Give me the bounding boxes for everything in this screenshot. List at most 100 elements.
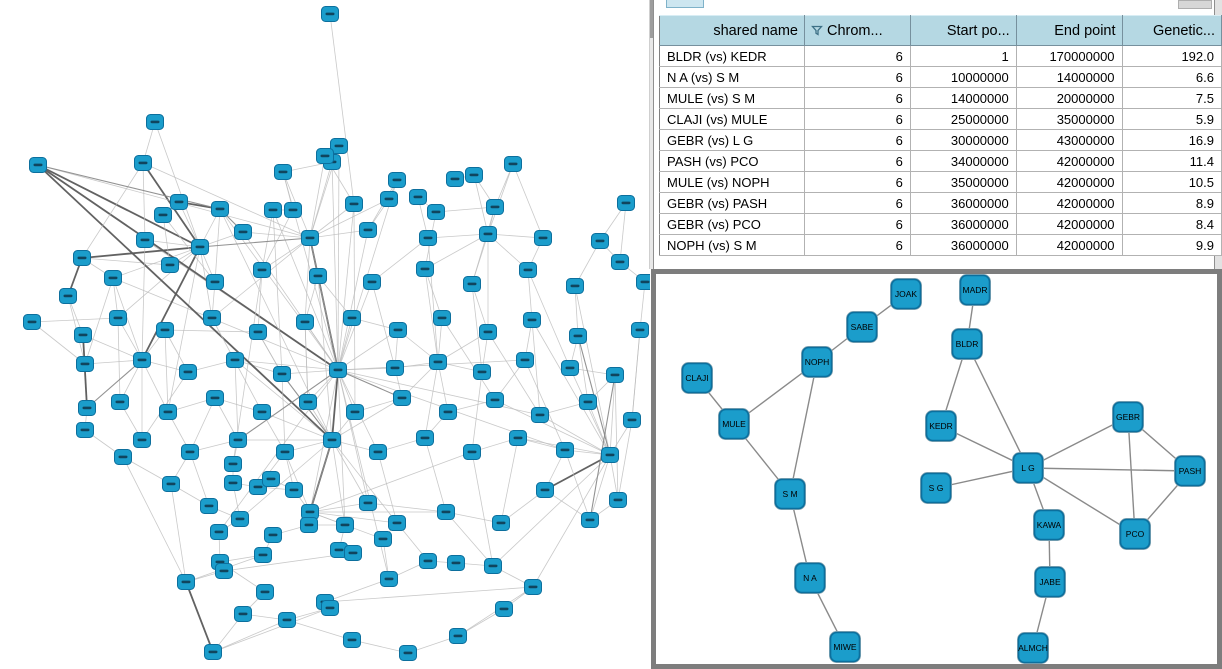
network-node[interactable] bbox=[76, 356, 94, 372]
network-node-kedr[interactable]: KEDR bbox=[925, 410, 957, 442]
network-node[interactable] bbox=[479, 226, 497, 242]
network-node[interactable] bbox=[343, 632, 361, 648]
network-node[interactable] bbox=[447, 555, 465, 571]
network-node[interactable] bbox=[154, 207, 172, 223]
network-node[interactable] bbox=[369, 444, 387, 460]
network-node[interactable] bbox=[363, 274, 381, 290]
network-node[interactable] bbox=[416, 261, 434, 277]
table-cell[interactable]: 11.4 bbox=[1122, 150, 1222, 172]
network-node-bldr[interactable]: BLDR bbox=[951, 328, 983, 360]
table-cell[interactable]: 36000000 bbox=[910, 192, 1017, 214]
table-cell[interactable]: 14000000 bbox=[1016, 66, 1123, 88]
network-node[interactable] bbox=[262, 471, 280, 487]
network-node[interactable] bbox=[486, 392, 504, 408]
network-node[interactable] bbox=[264, 527, 282, 543]
table-cell[interactable]: PASH (vs) PCO bbox=[659, 150, 805, 172]
table-cell[interactable]: 6 bbox=[804, 171, 911, 193]
table-cell[interactable]: 10000000 bbox=[910, 66, 1017, 88]
network-node[interactable] bbox=[492, 515, 510, 531]
table-cell[interactable]: 42000000 bbox=[1016, 150, 1123, 172]
network-node-madr[interactable]: MADR bbox=[959, 274, 991, 306]
network-node[interactable] bbox=[234, 224, 252, 240]
network-node[interactable] bbox=[419, 230, 437, 246]
network-node[interactable] bbox=[374, 531, 392, 547]
network-node[interactable] bbox=[109, 310, 127, 326]
network-node[interactable] bbox=[473, 364, 491, 380]
network-node-l-g[interactable]: L G bbox=[1012, 452, 1044, 484]
network-node[interactable] bbox=[59, 288, 77, 304]
network-node[interactable] bbox=[300, 517, 318, 533]
network-node-almch[interactable]: ALMCH bbox=[1017, 632, 1049, 664]
table-cell[interactable]: 8.9 bbox=[1122, 192, 1222, 214]
network-node[interactable] bbox=[323, 432, 341, 448]
table-cell[interactable]: GEBR (vs) L G bbox=[659, 129, 805, 151]
scrollbar-thumb[interactable] bbox=[650, 0, 654, 38]
network-node[interactable] bbox=[534, 230, 552, 246]
network-node[interactable] bbox=[536, 482, 554, 498]
network-node[interactable] bbox=[73, 250, 91, 266]
table-cell[interactable]: 6 bbox=[804, 234, 911, 256]
network-node[interactable] bbox=[181, 444, 199, 460]
network-node[interactable] bbox=[484, 558, 502, 574]
network-node[interactable] bbox=[249, 324, 267, 340]
network-node[interactable] bbox=[170, 194, 188, 210]
network-node[interactable] bbox=[465, 167, 483, 183]
network-node[interactable] bbox=[133, 352, 151, 368]
table-cell[interactable]: N A (vs) S M bbox=[659, 66, 805, 88]
table-row[interactable]: PASH (vs) PCO 6 34000000 42000000 11.4 bbox=[659, 150, 1222, 172]
network-node[interactable] bbox=[380, 571, 398, 587]
network-node[interactable] bbox=[285, 482, 303, 498]
panel-tab[interactable] bbox=[666, 0, 704, 8]
network-node-pco[interactable]: PCO bbox=[1119, 518, 1151, 550]
table-cell[interactable]: 35000000 bbox=[910, 171, 1017, 193]
table-row[interactable]: MULE (vs) NOPH 6 35000000 42000000 10.5 bbox=[659, 171, 1222, 193]
table-cell[interactable]: 16.9 bbox=[1122, 129, 1222, 151]
table-cell[interactable]: 14000000 bbox=[910, 87, 1017, 109]
network-node[interactable] bbox=[226, 352, 244, 368]
network-node[interactable] bbox=[581, 512, 599, 528]
network-node[interactable] bbox=[609, 492, 627, 508]
network-node[interactable] bbox=[346, 404, 364, 420]
network-node[interactable] bbox=[591, 233, 609, 249]
network-node[interactable] bbox=[321, 6, 339, 22]
network-node[interactable] bbox=[386, 360, 404, 376]
network-node[interactable] bbox=[278, 612, 296, 628]
table-cell[interactable]: 10.5 bbox=[1122, 171, 1222, 193]
network-node[interactable] bbox=[111, 394, 129, 410]
network-node-sabe[interactable]: SABE bbox=[846, 311, 878, 343]
network-node[interactable] bbox=[215, 563, 233, 579]
table-row[interactable]: GEBR (vs) L G 6 30000000 43000000 16.9 bbox=[659, 129, 1222, 151]
network-node[interactable] bbox=[78, 400, 96, 416]
network-node[interactable] bbox=[561, 360, 579, 376]
network-node-pash[interactable]: PASH bbox=[1174, 455, 1206, 487]
network-node[interactable] bbox=[146, 114, 164, 130]
network-node[interactable] bbox=[636, 274, 651, 290]
network-node[interactable] bbox=[416, 430, 434, 446]
network-node[interactable] bbox=[200, 498, 218, 514]
table-cell[interactable]: 6 bbox=[804, 45, 911, 67]
network-node[interactable] bbox=[566, 278, 584, 294]
table-cell[interactable]: 8.4 bbox=[1122, 213, 1222, 235]
network-node-noph[interactable]: NOPH bbox=[801, 346, 833, 378]
table-cell[interactable]: 6 bbox=[804, 108, 911, 130]
network-node[interactable] bbox=[254, 547, 272, 563]
network-node-s-g[interactable]: S G bbox=[920, 472, 952, 504]
network-node-mule[interactable]: MULE bbox=[718, 408, 750, 440]
table-cell[interactable]: 42000000 bbox=[1016, 192, 1123, 214]
network-node[interactable] bbox=[156, 322, 174, 338]
network-node[interactable] bbox=[321, 600, 339, 616]
network-node[interactable] bbox=[380, 191, 398, 207]
network-node[interactable] bbox=[206, 274, 224, 290]
table-cell[interactable]: 42000000 bbox=[1016, 171, 1123, 193]
network-node[interactable] bbox=[486, 199, 504, 215]
network-node[interactable] bbox=[359, 495, 377, 511]
network-node[interactable] bbox=[234, 606, 252, 622]
network-node[interactable] bbox=[359, 222, 377, 238]
table-cell[interactable]: 6 bbox=[804, 213, 911, 235]
network-node[interactable] bbox=[210, 524, 228, 540]
table-cell[interactable]: 9.9 bbox=[1122, 234, 1222, 256]
network-node[interactable] bbox=[276, 444, 294, 460]
network-node[interactable] bbox=[399, 645, 417, 661]
network-node-joak[interactable]: JOAK bbox=[890, 278, 922, 310]
network-node[interactable] bbox=[631, 322, 649, 338]
